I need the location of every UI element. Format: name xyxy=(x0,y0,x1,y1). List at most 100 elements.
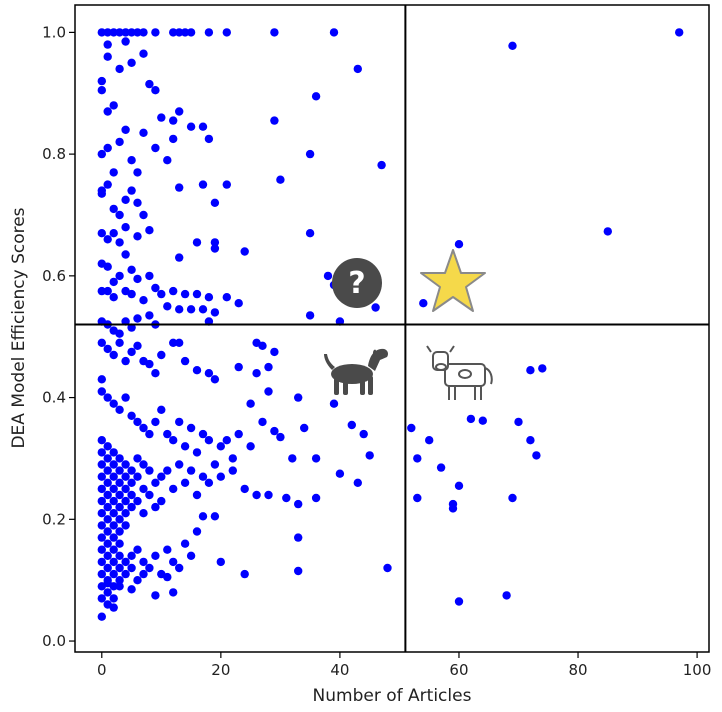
data-point xyxy=(157,113,166,122)
data-point xyxy=(133,168,142,177)
data-point xyxy=(115,539,124,548)
data-point xyxy=(186,122,196,131)
data-point xyxy=(175,417,184,427)
data-point xyxy=(508,493,517,503)
data-point xyxy=(103,588,112,597)
data-point xyxy=(323,271,333,281)
data-point xyxy=(121,569,130,579)
data-point xyxy=(294,533,303,542)
data-point xyxy=(121,496,130,506)
data-point xyxy=(311,493,321,503)
data-point xyxy=(103,393,112,402)
data-point xyxy=(121,37,130,46)
data-point xyxy=(109,472,118,481)
data-point xyxy=(139,210,148,220)
data-point xyxy=(103,466,112,475)
data-point xyxy=(115,576,124,585)
data-point xyxy=(145,490,154,500)
data-point xyxy=(97,569,107,579)
data-point xyxy=(121,460,130,469)
data-point xyxy=(97,612,107,621)
data-point xyxy=(413,454,422,463)
data-point xyxy=(97,545,107,554)
data-point xyxy=(103,563,112,573)
data-point xyxy=(294,393,303,402)
data-point xyxy=(222,28,231,37)
data-point xyxy=(97,484,107,494)
data-point xyxy=(127,551,136,560)
data-point xyxy=(121,223,130,232)
data-point xyxy=(192,366,202,375)
data-point xyxy=(258,341,267,350)
data-point xyxy=(121,393,130,402)
data-point xyxy=(603,227,612,236)
data-point xyxy=(139,49,148,58)
data-point xyxy=(169,134,178,144)
data-point xyxy=(115,478,124,487)
data-point xyxy=(270,28,279,37)
data-point xyxy=(175,563,184,573)
data-point xyxy=(115,329,124,338)
data-point xyxy=(139,484,148,494)
y-axis-label: DEA Model Efficiency Scores xyxy=(9,207,29,448)
data-point xyxy=(133,472,142,481)
data-point xyxy=(103,490,112,500)
data-point xyxy=(169,286,178,296)
data-point xyxy=(186,305,196,314)
quadrant-icons: ? xyxy=(324,249,493,400)
data-point xyxy=(186,28,196,37)
data-point xyxy=(139,460,148,469)
data-point xyxy=(121,28,130,37)
data-point xyxy=(133,232,142,241)
data-point xyxy=(234,362,243,372)
data-point xyxy=(163,156,172,165)
data-point xyxy=(133,341,142,350)
data-point xyxy=(198,122,208,131)
data-point xyxy=(240,484,249,494)
data-point xyxy=(109,557,118,567)
data-point xyxy=(210,238,220,247)
data-point xyxy=(311,92,321,101)
data-point xyxy=(121,472,130,481)
data-point xyxy=(216,557,225,567)
data-point xyxy=(103,107,112,116)
axes-frame xyxy=(74,4,710,653)
data-point xyxy=(246,442,255,451)
data-point xyxy=(151,28,160,37)
x-axis-label: Number of Articles xyxy=(313,686,472,706)
data-point xyxy=(169,338,178,347)
data-point xyxy=(204,478,214,487)
data-point xyxy=(145,563,154,573)
data-point xyxy=(97,496,107,506)
data-point xyxy=(109,603,118,612)
data-point xyxy=(127,502,136,512)
data-point xyxy=(216,442,225,451)
data-point xyxy=(163,302,172,311)
data-point xyxy=(175,305,184,314)
data-point xyxy=(109,277,118,287)
data-point xyxy=(115,405,124,414)
y-tick-label: 0.8 xyxy=(42,145,66,163)
data-point xyxy=(294,566,303,576)
data-point xyxy=(305,229,315,238)
data-point xyxy=(270,116,279,125)
data-point xyxy=(222,293,231,302)
data-point xyxy=(675,28,684,37)
data-point xyxy=(97,557,107,567)
data-point xyxy=(127,28,136,37)
data-point xyxy=(151,369,160,378)
cow-icon xyxy=(426,345,493,400)
data-point xyxy=(198,180,208,189)
data-point xyxy=(127,563,136,573)
data-point xyxy=(294,499,303,509)
data-point xyxy=(347,420,356,430)
data-point xyxy=(353,64,362,74)
data-point xyxy=(103,28,112,37)
data-point xyxy=(228,454,237,463)
data-point xyxy=(180,539,190,548)
data-point xyxy=(109,399,118,408)
data-point xyxy=(151,417,160,427)
data-point xyxy=(252,369,261,378)
data-point xyxy=(109,545,118,554)
